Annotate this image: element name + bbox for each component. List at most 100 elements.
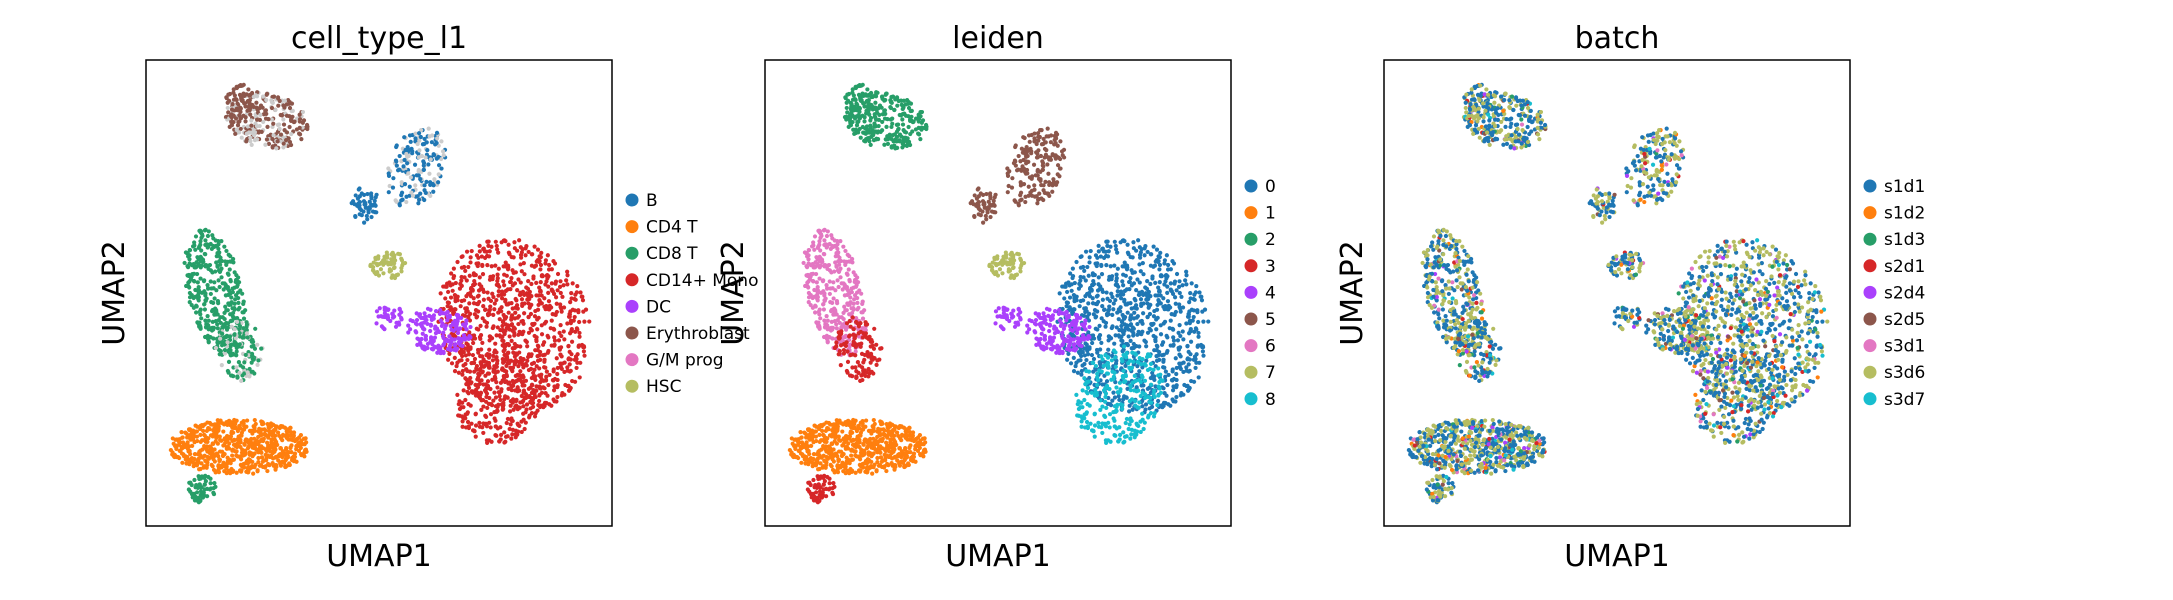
data-point [241, 335, 246, 340]
data-point [1110, 369, 1115, 374]
data-point [302, 454, 307, 459]
data-point [1157, 267, 1162, 272]
data-point [224, 446, 229, 451]
data-point [227, 343, 233, 348]
data-point [291, 459, 297, 464]
data-point [259, 346, 264, 351]
data-point [472, 356, 478, 362]
data-point [187, 290, 192, 296]
data-point [862, 119, 867, 124]
data-point [1086, 273, 1091, 278]
data-point [459, 358, 464, 363]
data-point [554, 301, 559, 306]
data-point [487, 249, 492, 254]
data-point [201, 279, 207, 284]
data-point [1144, 297, 1149, 302]
data-point [436, 172, 441, 177]
data-point [1091, 356, 1097, 362]
data-point [1083, 278, 1088, 283]
data-point [217, 284, 222, 290]
data-point [418, 134, 423, 140]
data-point [241, 310, 246, 315]
data-point [221, 429, 226, 434]
data-point [1130, 325, 1135, 330]
data-point [480, 316, 485, 321]
data-point [487, 338, 492, 343]
data-point [486, 239, 491, 244]
data-point [885, 141, 891, 146]
data-point [1166, 372, 1171, 378]
data-point [477, 420, 482, 426]
data-point [1156, 285, 1161, 290]
data-point [1145, 314, 1150, 320]
data-point [510, 268, 515, 273]
data-point [246, 130, 252, 135]
data-point [199, 248, 204, 253]
data-point [486, 371, 492, 376]
data-point [394, 143, 399, 148]
data-point [1170, 369, 1175, 374]
data-point [259, 455, 265, 460]
data-point [399, 315, 404, 321]
data-point [516, 277, 521, 282]
data-point [476, 378, 482, 383]
data-point [271, 422, 276, 427]
data-point [534, 339, 539, 344]
data-point [1140, 411, 1145, 416]
data-point [524, 363, 529, 368]
data-point [1158, 377, 1163, 382]
data-point [372, 202, 377, 207]
data-point [1147, 400, 1152, 405]
data-point [227, 419, 233, 424]
data-point [204, 435, 209, 440]
data-point [572, 314, 577, 320]
data-point [421, 167, 426, 172]
data-point [188, 437, 193, 442]
data-point [287, 105, 293, 111]
data-point [493, 424, 498, 429]
data-point [183, 443, 188, 448]
data-point [434, 140, 439, 146]
data-point [1182, 382, 1187, 388]
data-point [190, 262, 195, 267]
data-point [502, 397, 507, 402]
data-point [1158, 332, 1164, 337]
data-point [1125, 242, 1130, 247]
data-point [980, 209, 985, 214]
data-point [282, 460, 287, 465]
data-point [1055, 180, 1060, 185]
data-point [1051, 177, 1056, 182]
data-point [246, 87, 251, 92]
data-point [1041, 197, 1046, 203]
data-point [541, 405, 546, 410]
data-point [1086, 318, 1092, 323]
data-point [422, 183, 427, 188]
data-point [250, 445, 255, 450]
data-point [554, 399, 559, 404]
data-point [482, 255, 488, 261]
data-point [281, 141, 286, 146]
data-point [578, 360, 583, 365]
data-point [253, 421, 258, 427]
data-point [399, 258, 405, 263]
data-point [486, 243, 491, 248]
data-point [1031, 162, 1037, 167]
data-point [1026, 133, 1032, 138]
data-point [413, 131, 418, 136]
data-point [575, 327, 580, 332]
data-point [467, 318, 473, 323]
data-point [485, 385, 491, 390]
data-point [1070, 266, 1075, 271]
data-point [502, 272, 507, 277]
data-point [1101, 307, 1107, 313]
data-point [431, 152, 436, 157]
data-point [216, 246, 221, 252]
data-point [515, 248, 520, 253]
data-point [508, 279, 514, 285]
data-point [569, 339, 575, 344]
data-point [255, 137, 260, 142]
data-point [273, 107, 278, 113]
data-point [494, 243, 499, 249]
data-point [1112, 341, 1117, 346]
data-point [425, 147, 430, 153]
